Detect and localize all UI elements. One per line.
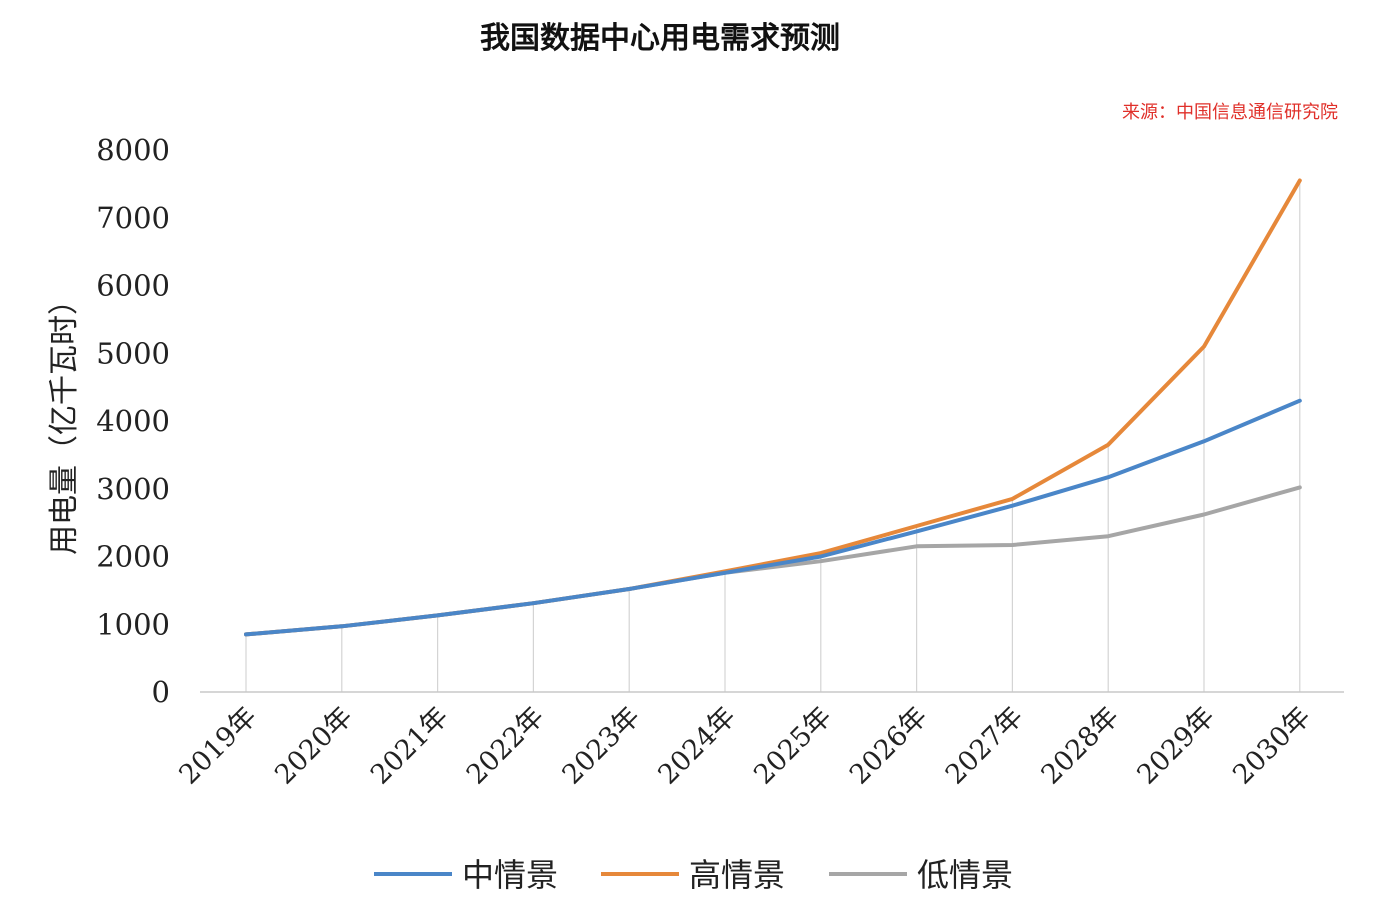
y-axis-ticks: 0 1000 2000 3000 4000 5000 6000 7000 8000: [96, 133, 170, 709]
series-line-0: [244, 398, 1302, 637]
y-tick-label: 3000: [96, 472, 170, 506]
y-tick-label: 0: [152, 675, 170, 709]
chart-title: 我国数据中心用电需求预测: [480, 21, 840, 56]
y-tick-label: 4000: [96, 404, 170, 438]
legend-label: 低情景: [917, 856, 1013, 894]
y-tick-label: 7000: [96, 201, 170, 235]
y-tick-label: 6000: [96, 269, 170, 303]
legend: 中情景 高情景 低情景: [374, 856, 1013, 894]
legend-label: 高情景: [689, 856, 785, 894]
series-lines: [244, 178, 1302, 637]
grid-lines: [245, 180, 1301, 692]
y-tick-label: 8000: [96, 133, 170, 167]
y-tick-label: 5000: [96, 336, 170, 370]
y-tick-label: 1000: [96, 607, 170, 641]
legend-label: 中情景: [462, 856, 558, 894]
y-tick-label: 2000: [96, 540, 170, 574]
y-axis-label: 用电量（亿千瓦时）: [47, 285, 82, 555]
source-note: 来源：中国信息通信研究院: [1122, 102, 1338, 123]
